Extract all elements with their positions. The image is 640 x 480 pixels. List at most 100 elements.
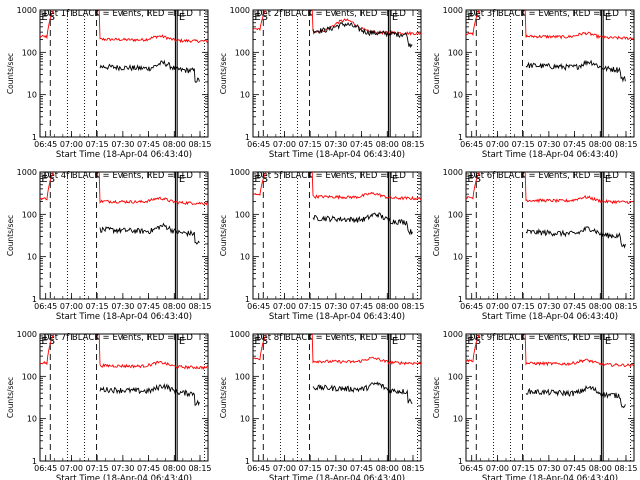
y-tick-label: 100: [235, 372, 250, 381]
y-tick-label: 100: [22, 48, 37, 57]
y-tick-label: 10: [453, 91, 463, 100]
y-tick-label: 1000: [443, 330, 463, 339]
event-marker-label: E: [605, 336, 611, 347]
x-tick-label: 07:15: [299, 140, 322, 149]
event-marker-label: E: [605, 174, 611, 185]
event-marker-label: S: [475, 174, 481, 185]
y-axis-label: Counts/sec: [6, 215, 15, 256]
y-tick-label: 1: [458, 133, 463, 142]
panel-title: Det 5f BLACK = Events, RED = LLD: [256, 171, 406, 181]
event-marker-label: E: [41, 12, 47, 23]
panel-9: Det 9f BLACK = Events, RED = LLD 1 10 100 10…: [432, 330, 638, 480]
x-tick-label: 08:00: [163, 140, 186, 149]
y-tick-label: 100: [448, 372, 463, 381]
x-tick-label: 07:30: [324, 464, 347, 473]
x-tick-label: 08:00: [163, 464, 186, 473]
x-axis-label: Start Time (18-Apr-04 06:43:40): [269, 150, 405, 160]
panel-title: Det 4f BLACK = Events, RED = LLD: [43, 171, 193, 181]
panel-title: Det 8f BLACK = Events, RED = LLD: [256, 333, 406, 343]
event-marker-label: E: [392, 336, 398, 347]
y-tick-label: 100: [235, 48, 250, 57]
y-tick-label: 100: [22, 210, 37, 219]
x-tick-label: 07:45: [350, 302, 373, 311]
lld-series-line: [466, 172, 634, 205]
y-tick-label: 1000: [17, 6, 37, 15]
y-tick-label: 1000: [443, 6, 463, 15]
plot-frame: [39, 171, 209, 300]
x-tick-label: 07:00: [273, 464, 296, 473]
y-axis-label: Counts/sec: [219, 377, 228, 418]
event-marker-label: E: [179, 12, 185, 23]
y-tick-label: 10: [27, 253, 37, 262]
lld-series-line: [40, 10, 208, 44]
y-tick-label: 1000: [230, 168, 250, 177]
x-tick-label: 06:45: [247, 464, 270, 473]
event-marker-label: E: [392, 174, 398, 185]
events-series-line: [312, 381, 413, 404]
x-tick-label: 07:15: [299, 302, 322, 311]
plot-frame: [465, 171, 635, 300]
y-tick-label: 10: [27, 415, 37, 424]
panel-5: Det 5f BLACK = Events, RED = LLD 1 10 100 10…: [219, 168, 425, 322]
events-series-line: [525, 226, 626, 249]
panel-7: Det 7f BLACK = Events, RED = LLD 1 10 100 10…: [6, 330, 212, 480]
event-marker-label: E: [41, 336, 47, 347]
y-tick-label: 10: [240, 253, 250, 262]
x-tick-label: 07:00: [273, 302, 296, 311]
event-marker-label: E: [179, 174, 185, 185]
panel-title: Det 3f BLACK = Events, RED = LLD: [469, 9, 619, 19]
event-marker-label: S: [49, 336, 55, 347]
lld-series-line: [40, 334, 208, 371]
y-tick-label: 100: [448, 210, 463, 219]
x-tick-label: 07:00: [486, 464, 509, 473]
x-tick-label: 06:45: [460, 464, 483, 473]
event-marker-label: S: [49, 12, 55, 23]
x-tick-label: 08:00: [589, 302, 612, 311]
event-marker-label: S: [262, 174, 268, 185]
panel-title: Det 6f BLACK = Events, RED = LLD: [469, 171, 619, 181]
x-tick-label: 07:30: [537, 464, 560, 473]
event-marker-label: E: [254, 174, 260, 185]
plot-frame: [252, 9, 422, 138]
y-tick-label: 1000: [443, 168, 463, 177]
x-axis-label: Start Time (18-Apr-04 06:43:40): [56, 474, 192, 480]
y-tick-label: 1: [458, 457, 463, 466]
y-tick-label: 1000: [230, 330, 250, 339]
x-tick-label: 07:45: [563, 140, 586, 149]
x-tick-label: 08:00: [589, 140, 612, 149]
x-tick-label: 06:45: [460, 140, 483, 149]
y-tick-label: 10: [453, 415, 463, 424]
x-axis-label: Start Time (18-Apr-04 06:43:40): [269, 312, 405, 322]
y-tick-label: 100: [235, 210, 250, 219]
events-series-line: [312, 21, 413, 49]
panel-8: Det 8f BLACK = Events, RED = LLD 1 10 100 10…: [219, 330, 425, 480]
y-axis-label: Counts/sec: [432, 53, 441, 94]
y-axis-label: Counts/sec: [6, 377, 15, 418]
lld-series-line: [466, 10, 634, 41]
x-tick-label: 06:45: [34, 140, 57, 149]
x-tick-label: 07:30: [324, 140, 347, 149]
x-tick-label: 07:45: [350, 140, 373, 149]
x-tick-label: 08:15: [401, 140, 424, 149]
x-tick-label: 07:00: [60, 302, 83, 311]
y-tick-label: 1: [245, 133, 250, 142]
y-tick-label: 1000: [17, 168, 37, 177]
x-tick-label: 08:15: [401, 464, 424, 473]
x-tick-label: 08:15: [401, 302, 424, 311]
x-tick-label: 07:15: [86, 140, 109, 149]
x-tick-label: 07:45: [137, 464, 160, 473]
panel-title: Det 7f BLACK = Events, RED = LLD: [43, 333, 193, 343]
x-tick-label: 08:15: [614, 302, 637, 311]
x-tick-label: 08:00: [589, 464, 612, 473]
y-axis-label: Counts/sec: [432, 377, 441, 418]
panel-2: Det 2f BLACK = Events, RED = LLD 1 10 100 10…: [219, 6, 425, 160]
x-tick-label: 06:45: [247, 302, 270, 311]
y-tick-label: 1: [245, 457, 250, 466]
event-marker-label: E: [392, 12, 398, 23]
x-tick-label: 07:30: [324, 302, 347, 311]
y-tick-label: 1000: [230, 6, 250, 15]
x-tick-label: 07:00: [60, 140, 83, 149]
x-tick-label: 08:00: [376, 302, 399, 311]
y-tick-label: 10: [240, 91, 250, 100]
